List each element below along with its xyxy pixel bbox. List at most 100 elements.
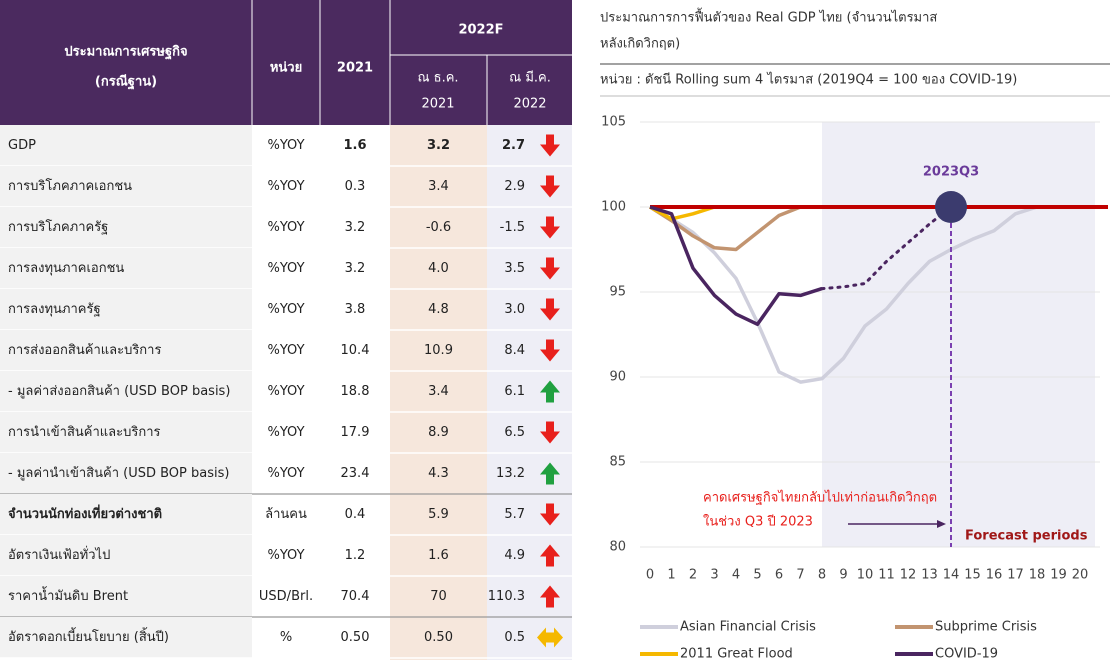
- row-label: การลงทุนภาคเอกชน: [8, 261, 124, 276]
- x-tick-label: 12: [900, 568, 917, 583]
- x-tick-label: 3: [710, 568, 718, 583]
- cell-value: %YOY: [267, 179, 304, 194]
- row-label: - มูลค่าส่งออกสินค้า (USD BOP basis): [8, 384, 230, 399]
- legend-label: 2011 Great Flood: [680, 647, 793, 660]
- cell-value: 4.8: [428, 302, 449, 317]
- row-label: อัตราดอกเบี้ยนโยบาย (สิ้นปี): [8, 627, 169, 645]
- cell-value: %YOY: [267, 138, 304, 153]
- arrow-shape: [540, 421, 560, 444]
- trend-arrow: [540, 421, 560, 444]
- cell-value: %: [280, 630, 292, 645]
- header-sub: 2021: [421, 97, 454, 112]
- label-cell-bg: [0, 371, 252, 412]
- chart-title: หลังเกิดวิกฤต): [600, 37, 680, 52]
- cell-value: 4.9: [504, 548, 525, 563]
- chart-subtitle: หน่วย : ดัชนี Rolling sum 4 ไตรมาส (2019…: [600, 72, 1017, 88]
- y-tick-label: 100: [601, 200, 626, 215]
- y-tick-label: 105: [601, 115, 626, 130]
- header-label: ประมาณการเศรษฐกิจ: [64, 45, 187, 61]
- y-tick-label: 85: [609, 455, 626, 470]
- arrow-shape: [540, 585, 560, 608]
- trend-arrow: [540, 134, 560, 157]
- cell-value: %YOY: [267, 548, 304, 563]
- trend-arrow: [540, 339, 560, 362]
- cell-value: 18.8: [341, 384, 370, 399]
- cell-value: 3.4: [428, 179, 449, 194]
- trend-arrow: [540, 298, 560, 321]
- label-cell-bg: [0, 453, 252, 494]
- cell-value: 3.2: [345, 261, 366, 276]
- x-tick-label: 14: [943, 568, 960, 583]
- cell-value: 1.2: [345, 548, 366, 563]
- arrow-shape: [540, 257, 560, 280]
- x-tick-label: 8: [818, 568, 826, 583]
- row-label: GDP: [8, 138, 36, 153]
- x-tick-label: 17: [1007, 568, 1024, 583]
- y-tick-label: 90: [609, 370, 626, 385]
- legend-label: Asian Financial Crisis: [680, 620, 816, 635]
- forecast-label: Forecast periods: [965, 529, 1088, 544]
- cell-value: %YOY: [267, 466, 304, 481]
- x-tick-label: 15: [964, 568, 981, 583]
- trend-arrow: [540, 380, 560, 403]
- cell-value: 3.2: [345, 220, 366, 235]
- cell-value: ล้านคน: [265, 507, 307, 522]
- cell-value: 4.3: [428, 466, 449, 481]
- trend-arrow: [540, 462, 560, 485]
- cell-value: %YOY: [267, 343, 304, 358]
- cell-value: 6.5: [504, 425, 525, 440]
- trend-arrow: [540, 585, 560, 608]
- x-tick-label: 7: [796, 568, 804, 583]
- forecast-region: [822, 122, 1095, 547]
- cell-value: 5.7: [504, 507, 525, 522]
- label-cell-bg: [0, 125, 252, 166]
- y-tick-label: 80: [609, 540, 626, 555]
- label-cell-bg: [0, 330, 252, 371]
- trend-arrow: [540, 216, 560, 239]
- annotation-arrowhead: [937, 520, 946, 528]
- x-tick-label: 11: [878, 568, 895, 583]
- header-label: (กรณีฐาน): [95, 74, 157, 91]
- label-cell-bg: [0, 289, 252, 330]
- trend-arrow: [540, 257, 560, 280]
- trend-arrow: [537, 627, 563, 648]
- header-sub: ณ ธ.ค.: [417, 71, 458, 86]
- cell-value: 3.4: [428, 384, 449, 399]
- trend-arrow: [540, 503, 560, 526]
- cell-value: 3.5: [504, 261, 525, 276]
- cell-value: 70: [430, 589, 447, 604]
- cell-value: 3.8: [345, 302, 366, 317]
- x-tick-label: 0: [646, 568, 654, 583]
- cell-value: 2.7: [502, 138, 525, 153]
- annotation: ในช่วง Q3 ปี 2023: [703, 514, 813, 530]
- series-line: [649, 205, 823, 327]
- row-label: การบริโภคภาครัฐ: [8, 219, 108, 235]
- cell-value: 70.4: [341, 589, 370, 604]
- cell-value: 3.2: [427, 138, 450, 153]
- cell-value: %YOY: [267, 220, 304, 235]
- x-tick-label: 20: [1072, 568, 1089, 583]
- trend-arrow: [540, 175, 560, 198]
- row-label: การนำเข้าสินค้าและบริการ: [8, 425, 161, 440]
- header-year: 2021: [337, 61, 373, 76]
- cell-value: 8.9: [428, 425, 449, 440]
- x-tick-label: 2: [689, 568, 697, 583]
- series-line: [649, 205, 716, 221]
- row-label: - มูลค่านำเข้าสินค้า (USD BOP basis): [8, 466, 229, 481]
- arrow-shape: [537, 627, 563, 648]
- x-tick-label: 13: [921, 568, 938, 583]
- header-forecast: 2022F: [458, 23, 503, 38]
- cell-value: 2.9: [504, 179, 525, 194]
- header-sub: ณ มี.ค.: [509, 70, 551, 86]
- marker: [935, 191, 967, 223]
- x-tick-label: 18: [1029, 568, 1046, 583]
- trend-arrow: [540, 544, 560, 567]
- arrow-shape: [540, 216, 560, 239]
- label-cell-bg: [0, 207, 252, 248]
- series-line: [820, 205, 953, 291]
- header-unit: หน่วย: [270, 61, 302, 76]
- x-tick-label: 6: [775, 568, 783, 583]
- dec-col-bg: [390, 125, 487, 660]
- x-tick-label: 16: [986, 568, 1003, 583]
- row-label: การส่งออกสินค้าและบริการ: [8, 343, 161, 358]
